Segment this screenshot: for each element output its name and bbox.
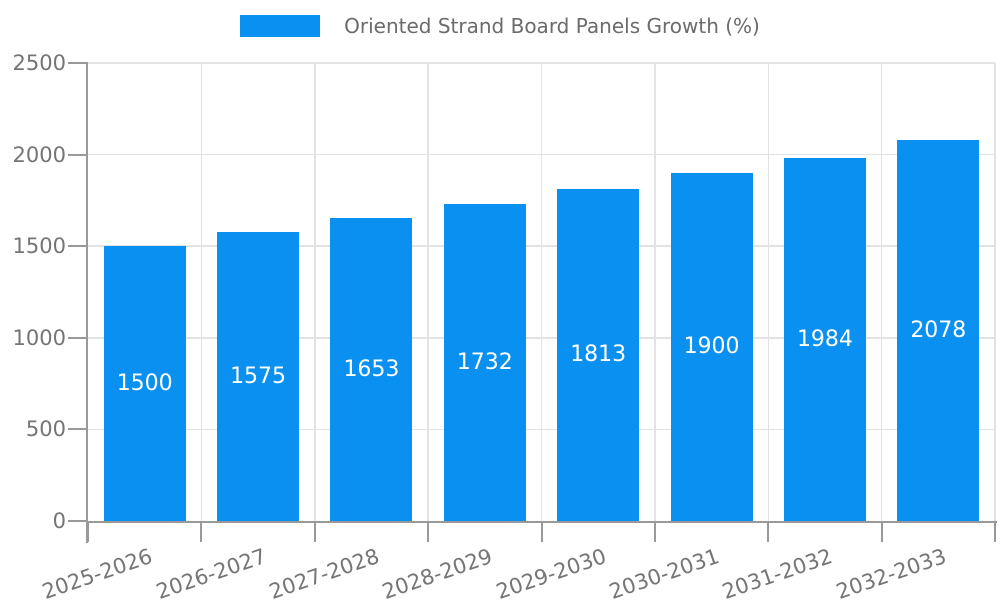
x-axis-tick	[313, 523, 316, 542]
y-axis-line	[86, 63, 88, 543]
bar-2026-2027: 1575	[217, 232, 300, 521]
bar-2029-2030: 1813	[557, 188, 640, 521]
x-tick-label: 2028-2029	[379, 544, 496, 600]
bar-2028-2029: 1732	[443, 203, 526, 521]
x-tick-label: 2025-2026	[39, 544, 156, 600]
gridline-vertical	[314, 63, 316, 521]
legend: Oriented Strand Board Panels Growth (%)	[0, 14, 1000, 38]
x-tick-label: 2026-2027	[152, 544, 269, 600]
y-tick-label: 1000	[12, 325, 66, 350]
gridline-vertical	[880, 63, 883, 521]
x-axis-tick	[427, 523, 430, 542]
x-axis-tick	[994, 523, 996, 542]
bar-value-label: 2078	[910, 318, 967, 344]
bar-2030-2031: 1900	[670, 172, 753, 521]
bar-value-label: 1500	[116, 371, 173, 397]
x-axis-tick	[880, 523, 883, 542]
y-axis-tick	[68, 245, 88, 248]
x-axis-tick	[87, 523, 89, 542]
x-axis-tick	[653, 523, 656, 542]
bar-value-label: 1984	[796, 326, 853, 352]
bar-2027-2028: 1653	[330, 218, 413, 521]
x-axis-tick	[540, 523, 543, 542]
bar-2032-2033: 2078	[897, 140, 980, 521]
gridline-vertical	[427, 63, 429, 521]
bar-value-label: 1813	[570, 342, 627, 368]
y-tick-label: 1500	[12, 234, 66, 259]
bar-value-label: 1575	[230, 364, 287, 390]
y-tick-label: 500	[25, 417, 66, 442]
y-tick-label: 2000	[12, 142, 66, 167]
x-tick-label: 2027-2028	[266, 544, 383, 600]
x-axis-line	[86, 521, 997, 523]
y-axis-tick	[68, 62, 88, 64]
bar-value-label: 1653	[343, 357, 400, 383]
x-axis-tick	[200, 523, 203, 542]
x-tick-label: 2030-2031	[606, 544, 723, 600]
bar-value-label: 1732	[456, 349, 513, 375]
y-axis-tick	[68, 153, 88, 156]
gridline-vertical	[767, 63, 769, 521]
x-tick-label: 2029-2030	[492, 544, 610, 600]
x-axis-tick	[767, 523, 770, 542]
y-axis-tick	[68, 336, 88, 339]
bar-value-label: 1900	[683, 334, 740, 360]
x-tick-label: 2031-2032	[719, 544, 836, 600]
gridline-vertical	[994, 63, 996, 521]
legend-swatch	[240, 15, 321, 37]
gridline-vertical	[654, 63, 656, 521]
gridline-vertical	[540, 63, 543, 521]
y-tick-label: 0	[52, 509, 66, 533]
bar-2025-2026: 1500	[103, 246, 186, 521]
y-axis-tick	[68, 520, 88, 522]
gridline-vertical	[200, 63, 203, 521]
bar-2031-2032: 1984	[783, 157, 866, 521]
x-tick-label: 2032-2033	[833, 544, 950, 600]
y-axis-tick	[68, 428, 88, 431]
y-tick-label: 2500	[12, 51, 66, 75]
legend-label: Oriented Strand Board Panels Growth (%)	[344, 14, 760, 38]
